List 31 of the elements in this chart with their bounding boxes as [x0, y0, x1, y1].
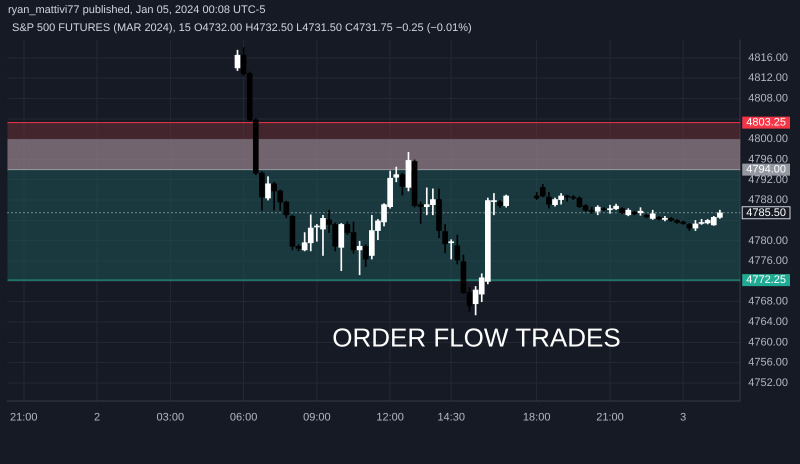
- y-tick-label: 4752.00: [748, 377, 788, 390]
- y-tick-label: 4768.00: [748, 296, 788, 308]
- x-tick-label: 2: [94, 411, 100, 424]
- y-tick-label: 4816.00: [748, 52, 788, 64]
- y-tick-label: 4760.00: [748, 336, 788, 348]
- y-tick-label: 4780.00: [748, 234, 788, 247]
- ref-line-label: 4772.25: [746, 274, 786, 286]
- x-tick-label: 14:30: [437, 411, 465, 424]
- y-tick-label: 4812.00: [748, 72, 788, 84]
- y-tick-label: 4776.00: [748, 255, 788, 268]
- y-tick-label: 4792.00: [748, 174, 788, 186]
- y-tick-label: 4808.00: [748, 92, 788, 104]
- chart-subtitle: S&P 500 FUTURES (MAR 2024), 15 O4732.00 H4732.50 L4731.50 C4731.75 −0.25 (−0.01%): [10, 22, 474, 34]
- y-tick-label: 4796.00: [748, 153, 788, 166]
- x-tick-label: 21:00: [10, 411, 38, 424]
- x-tick-label: 12:00: [376, 411, 404, 424]
- x-tick-label: 21:00: [596, 411, 624, 424]
- ref-line-label: 4785.50: [746, 206, 786, 219]
- y-tick-label: 4788.00: [748, 194, 788, 206]
- x-tick-label: 03:00: [156, 411, 184, 424]
- ref-line-label: 4803.25: [746, 116, 786, 129]
- y-tick-label: 4800.00: [748, 133, 788, 146]
- y-tick-label: 4764.00: [748, 316, 788, 328]
- x-tick-label: 06:00: [230, 411, 258, 424]
- x-tick-label: 3: [680, 411, 686, 424]
- x-tick-label: 18:00: [522, 411, 550, 424]
- x-tick-label: 09:00: [303, 411, 331, 424]
- ref-line-label: 4794.00: [746, 164, 786, 176]
- annotation: ORDER FLOW TRADES: [332, 322, 621, 353]
- y-tick-label: 4756.00: [748, 356, 788, 369]
- chart-title: ryan_mattivi77 published, Jan 05, 2024 00:08 UTC-5: [6, 4, 268, 16]
